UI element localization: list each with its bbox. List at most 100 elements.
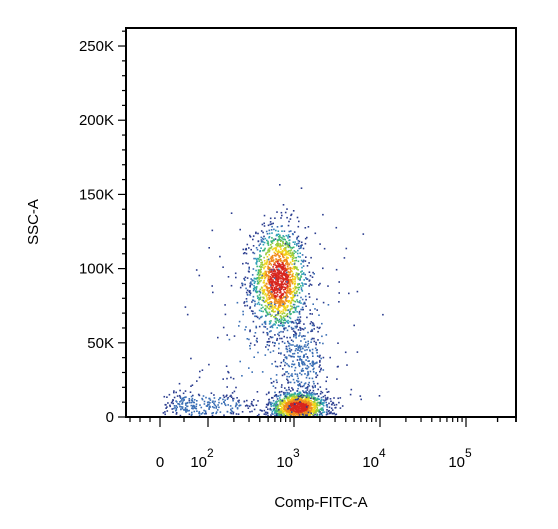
- data-point: [301, 367, 304, 370]
- data-point: [333, 404, 336, 406]
- data-point: [227, 371, 230, 374]
- data-point: [278, 342, 280, 345]
- data-point: [291, 328, 293, 330]
- data-point: [294, 280, 296, 283]
- data-point: [236, 403, 238, 406]
- data-point: [302, 410, 305, 412]
- data-point: [278, 411, 280, 414]
- data-point: [224, 304, 226, 306]
- data-point: [258, 309, 261, 312]
- data-point: [284, 395, 286, 398]
- data-point: [274, 264, 277, 266]
- data-point: [256, 341, 258, 343]
- data-point: [271, 276, 274, 278]
- data-point: [297, 394, 299, 396]
- data-point: [280, 280, 282, 282]
- data-point: [290, 374, 292, 377]
- data-point: [271, 259, 273, 262]
- data-point: [181, 407, 184, 410]
- data-point: [268, 298, 271, 300]
- data-point: [279, 234, 281, 237]
- data-point: [291, 292, 293, 294]
- data-point: [276, 285, 278, 287]
- data-point: [298, 395, 301, 398]
- data-point: [277, 242, 279, 245]
- data-point: [252, 279, 255, 282]
- data-point: [166, 406, 168, 408]
- data-point: [300, 370, 303, 372]
- data-point: [306, 374, 309, 377]
- data-point: [260, 268, 262, 271]
- data-point: [302, 396, 305, 398]
- data-point: [279, 403, 282, 405]
- data-point: [269, 271, 272, 273]
- data-point: [207, 403, 209, 406]
- data-point: [185, 396, 187, 398]
- data-point: [274, 316, 277, 319]
- data-point: [276, 407, 279, 409]
- data-point: [297, 329, 300, 331]
- data-point: [176, 395, 179, 397]
- data-point: [297, 349, 299, 351]
- data-point: [274, 273, 277, 276]
- data-point: [289, 317, 292, 320]
- data-point: [272, 284, 275, 287]
- data-point: [264, 293, 266, 296]
- data-point: [297, 405, 299, 408]
- data-point: [295, 395, 297, 397]
- data-point: [262, 243, 265, 246]
- data-point: [285, 292, 288, 294]
- data-point: [249, 345, 251, 347]
- data-point: [275, 401, 277, 403]
- data-point: [304, 409, 306, 411]
- data-point: [309, 413, 312, 416]
- data-point: [277, 400, 280, 402]
- data-point: [296, 323, 298, 325]
- data-point: [290, 279, 293, 281]
- data-point: [278, 408, 281, 410]
- data-point: [292, 406, 295, 408]
- data-point: [265, 413, 267, 416]
- data-point: [263, 256, 265, 259]
- data-point: [262, 282, 265, 284]
- data-point: [201, 397, 203, 400]
- data-point: [224, 403, 226, 405]
- data-point: [285, 295, 287, 298]
- data-point: [324, 394, 326, 397]
- data-point: [307, 226, 310, 228]
- data-point: [305, 412, 308, 415]
- data-point: [298, 356, 301, 358]
- data-point: [300, 369, 303, 372]
- data-point: [327, 285, 329, 287]
- data-point: [278, 270, 280, 272]
- data-point: [301, 412, 303, 415]
- data-point: [270, 258, 273, 260]
- data-point: [299, 247, 302, 249]
- data-point: [226, 334, 228, 336]
- data-point: [263, 301, 266, 303]
- data-point: [274, 342, 276, 345]
- data-point: [293, 300, 296, 303]
- data-point: [274, 249, 277, 251]
- data-point: [258, 282, 260, 285]
- data-point: [265, 299, 268, 301]
- data-point: [274, 414, 277, 417]
- data-point: [268, 401, 270, 403]
- data-point: [302, 285, 304, 287]
- data-point: [312, 386, 314, 389]
- data-point: [251, 410, 253, 413]
- data-point: [304, 406, 307, 408]
- data-point: [273, 286, 276, 289]
- data-point: [289, 336, 291, 339]
- data-point: [238, 325, 240, 327]
- data-point: [283, 272, 286, 274]
- data-point: [299, 358, 301, 360]
- data-point: [305, 415, 307, 417]
- data-point: [282, 267, 285, 270]
- data-point: [274, 299, 276, 302]
- data-point: [308, 414, 310, 417]
- data-point: [281, 313, 284, 315]
- data-point: [239, 286, 242, 289]
- data-point: [302, 415, 305, 417]
- data-point: [277, 319, 279, 322]
